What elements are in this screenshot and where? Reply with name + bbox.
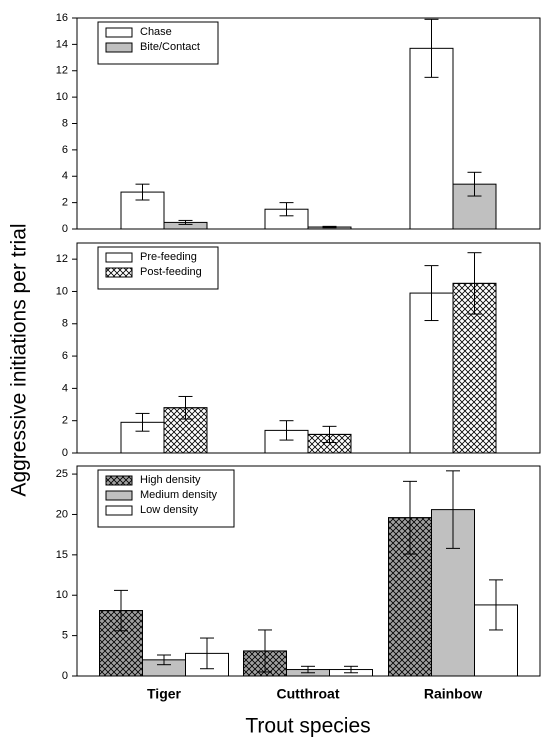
bar [409,47,454,230]
y-tick-label: 20 [56,508,68,520]
error-bar [322,225,337,229]
error-bar [446,470,460,549]
error-bar [200,637,214,670]
error-bar [135,412,150,432]
error-bar [467,252,482,315]
legend-label: Low density [140,504,199,516]
error-bar [424,18,439,78]
legend-label: Post-feeding [140,266,202,278]
y-tick-label: 5 [62,630,68,642]
y-tick-label: 12 [56,65,68,77]
y-tick-label: 2 [62,415,68,427]
y-tick-label: 0 [62,670,68,682]
error-bar [135,183,150,201]
y-tick-label: 6 [62,144,68,156]
legend-swatch [105,490,133,501]
y-tick-label: 10 [56,91,68,103]
y-tick-label: 16 [56,12,68,24]
error-bar [178,395,193,420]
y-tick-label: 15 [56,549,68,561]
bar-hatch [388,517,432,677]
y-tick-label: 0 [62,223,68,235]
error-bar [178,219,193,225]
y-tick-label: 4 [62,382,68,394]
legend-label: Pre-feeding [140,251,197,263]
y-tick-label: 25 [56,468,68,480]
error-bar [279,420,294,441]
x-tick-label: Rainbow [424,686,482,702]
error-bar [489,579,503,631]
legend-swatch [105,252,133,263]
legend-label: High density [140,474,201,486]
legend-label: Chase [140,26,172,38]
error-bar [301,665,315,674]
error-bar [279,202,294,217]
y-tick-label: 12 [56,253,68,265]
bar [452,183,497,230]
legend-label: Medium density [140,489,218,501]
legend-swatch-hatch [105,267,133,278]
error-bar [258,629,272,673]
error-bar [424,265,439,322]
legend-swatch [105,27,133,38]
error-bar [403,480,417,555]
error-bar [467,171,482,197]
x-axis-title: Trout species [245,715,370,738]
y-tick-label: 6 [62,350,68,362]
y-tick-label: 8 [62,318,68,330]
y-tick-label: 10 [56,285,68,297]
x-tick-label: Cutthroat [277,686,340,702]
y-tick-label: 0 [62,447,68,459]
y-tick-label: 14 [56,38,68,50]
x-tick-label: Tiger [147,686,182,702]
y-tick-label: 2 [62,197,68,209]
y-axis-title: Aggressive initiations per trial [8,223,31,496]
legend-swatch-hatch [105,475,133,486]
y-tick-label: 10 [56,589,68,601]
legend-label: Bite/Contact [140,41,200,53]
y-tick-label: 4 [62,170,68,182]
legend-swatch [105,42,133,53]
error-bar [157,654,171,666]
error-bar [114,589,128,632]
error-bar [322,425,337,443]
legend-swatch [105,505,133,516]
y-tick-label: 8 [62,117,68,129]
error-bar [344,665,358,674]
